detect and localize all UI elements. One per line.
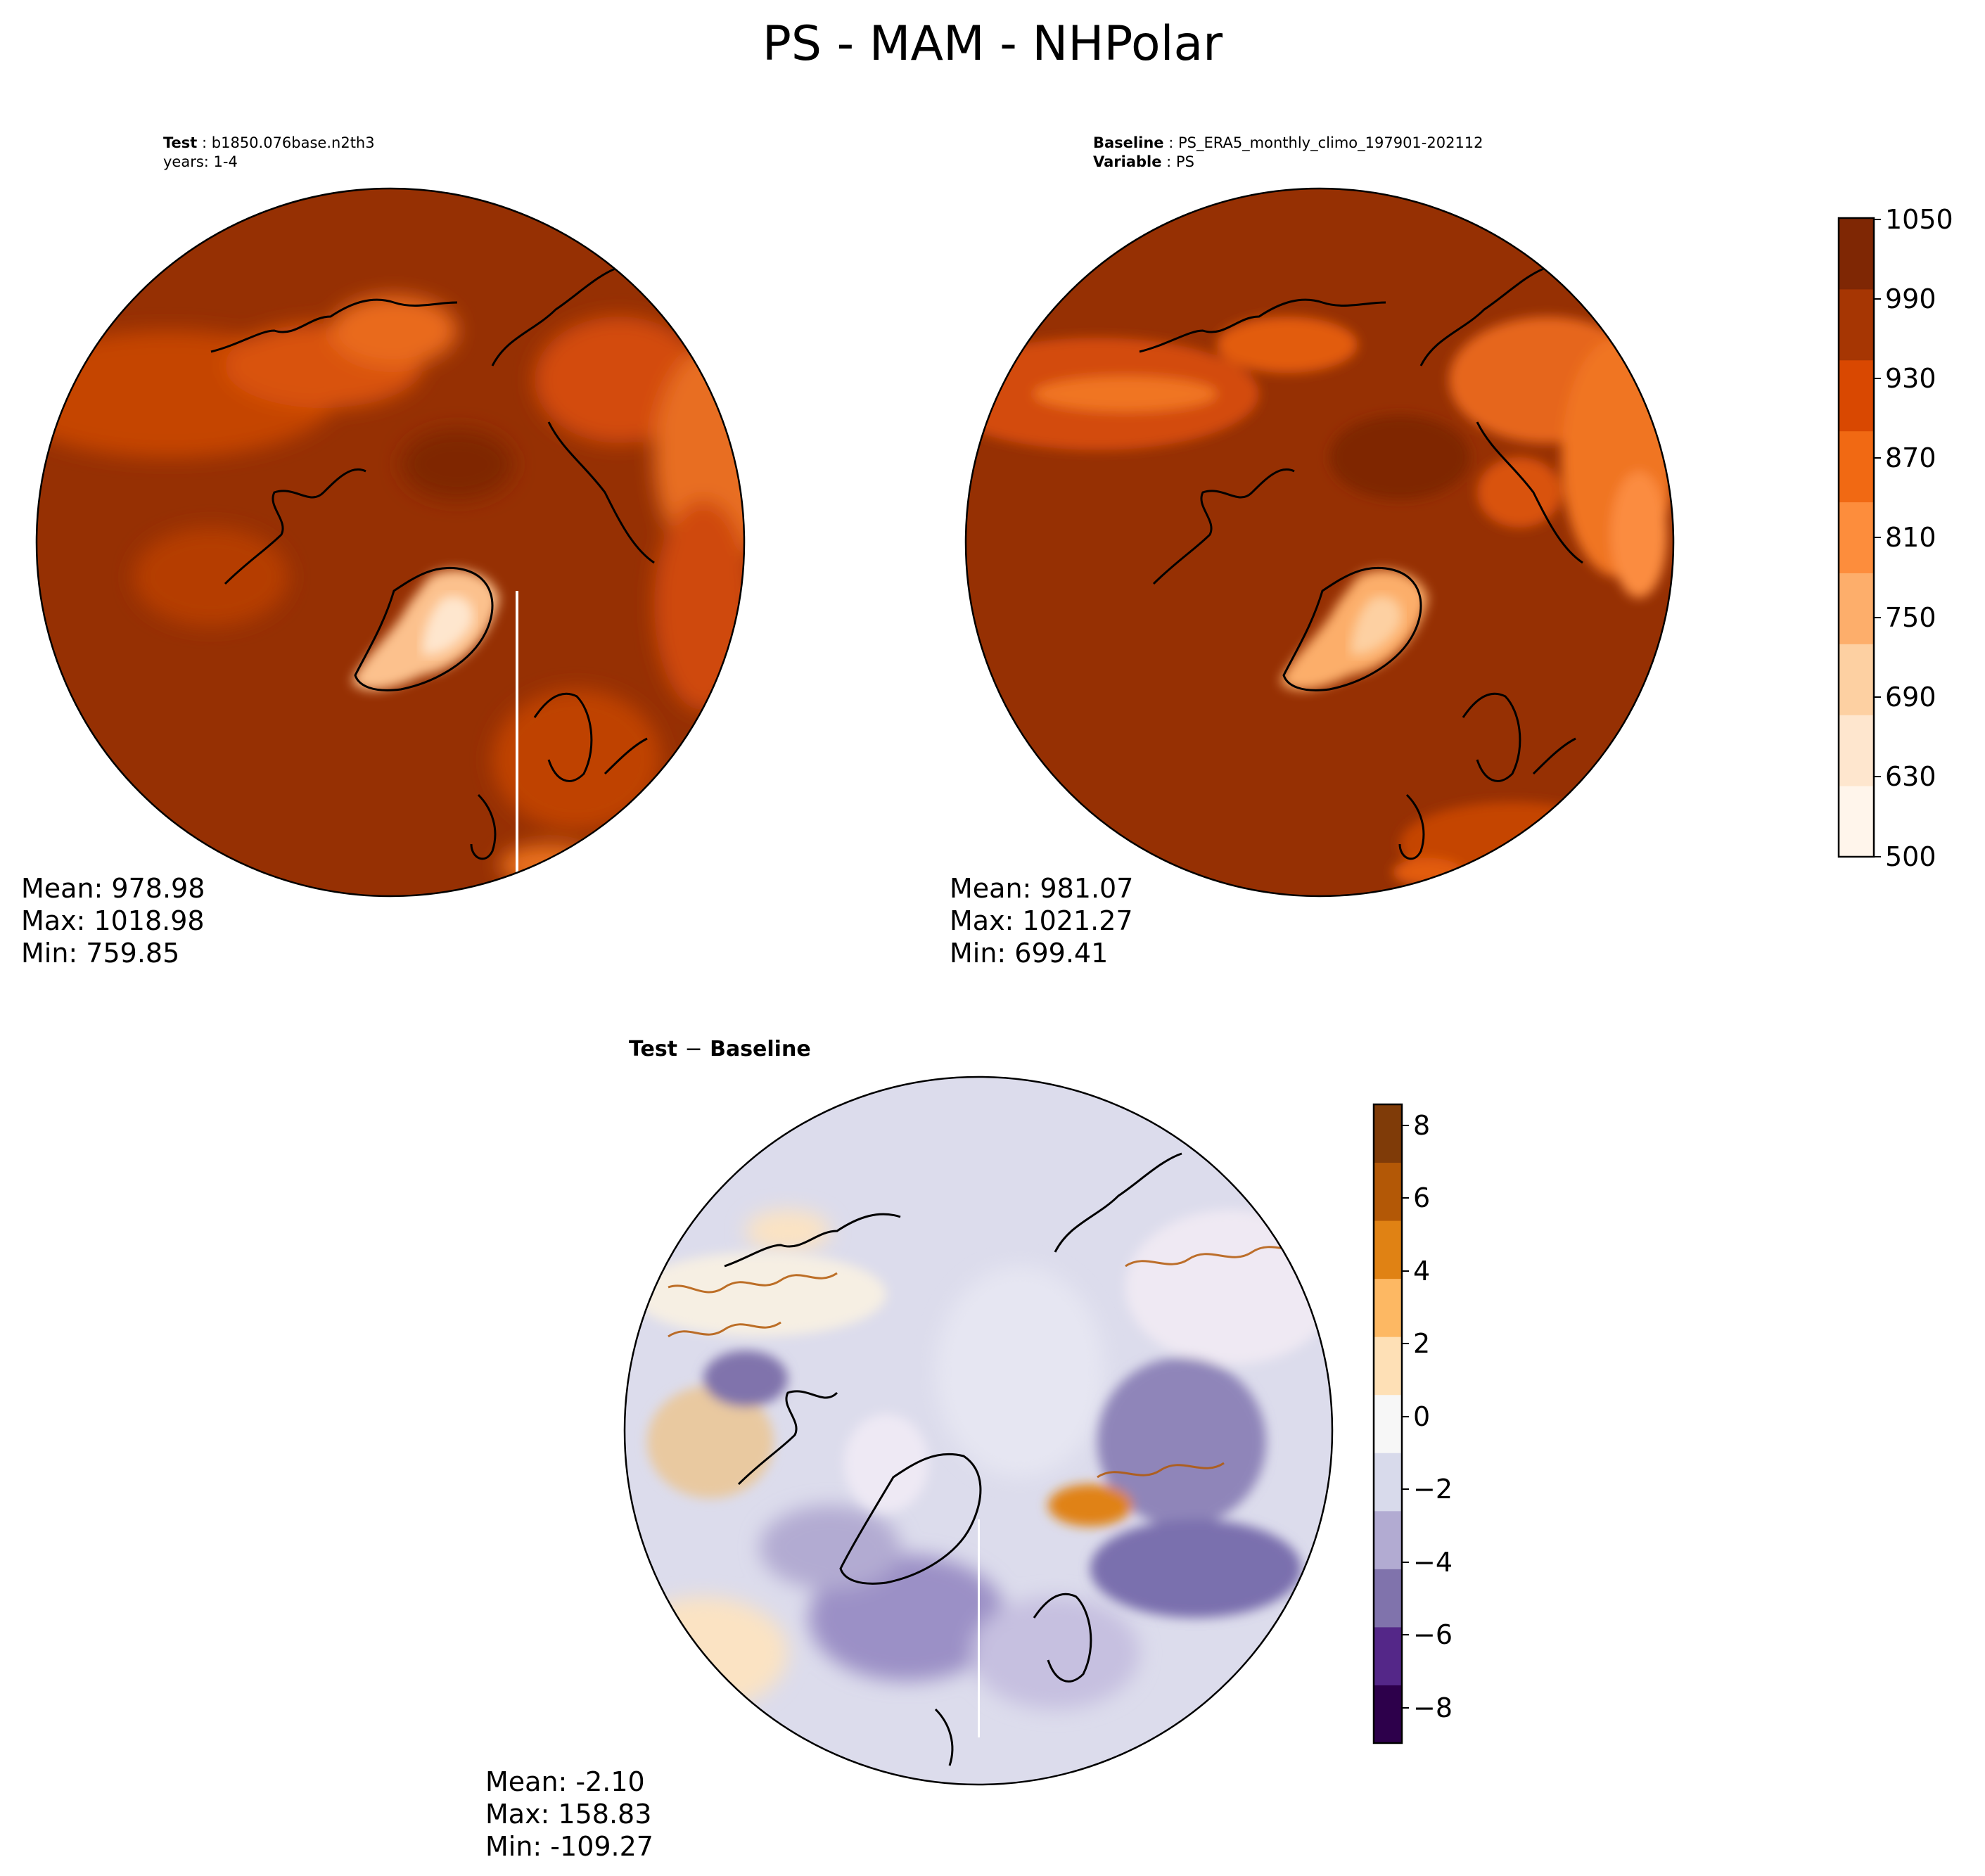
colorbar-tick-label: 630 [1885,761,1936,792]
colorbar-tick-label: 500 [1885,841,1936,872]
diff-max: Max: 158.83 [485,1799,652,1830]
colorbar-band [1374,1336,1402,1396]
colorbar-tick-label: 810 [1885,522,1936,553]
colorbar-tick-label: 690 [1885,682,1936,713]
colorbar-band [1839,715,1874,786]
colorbar-band [1839,218,1874,290]
baseline-mean: Mean: 981.07 [950,873,1134,904]
test-mean: Mean: 978.98 [21,873,205,904]
colorbar-band [1839,573,1874,644]
colorbar-tick-label: 0 [1413,1401,1431,1432]
colorbar-tick-label: −6 [1413,1619,1453,1650]
colorbar-band [1374,1626,1402,1685]
colorbar-tick-label: 750 [1885,602,1936,633]
colorbar-band [1839,359,1874,432]
colorbar-tick-label: 1050 [1885,204,1953,235]
variable-label: Variable [1093,153,1162,170]
figure-title: PS - MAM - NHPolar [762,16,1223,72]
baseline-min: Min: 699.41 [950,938,1109,969]
baseline-stats: Mean: 981.07 Max: 1021.27 Min: 699.41 [950,872,1133,969]
colorbar-tick-label: 990 [1885,283,1936,314]
colorbar-tick-label: 2 [1413,1328,1431,1359]
colorbar-band [1839,644,1874,715]
diff-map [623,1076,1334,1786]
colorbar-band [1839,288,1874,361]
main-colorbar [1837,217,1881,858]
baseline-case-name: PS_ERA5_monthly_climo_197901-202112 [1177,134,1483,151]
colorbar-tick-label: −4 [1413,1547,1453,1578]
colorbar-tick-label: −2 [1413,1474,1453,1505]
colorbar-tick-label: −8 [1413,1692,1453,1723]
diff-min: Min: -109.27 [485,1831,653,1862]
colorbar-band [1374,1569,1402,1628]
diff-panel-title: Test − Baseline [629,1037,811,1061]
colorbar-band [1374,1162,1402,1221]
colorbar-band [1374,1220,1402,1280]
colorbar-band [1839,430,1874,503]
test-case-name: b1850.076base.n2th3 [211,134,375,151]
baseline-label: Baseline [1093,134,1164,151]
baseline-map [964,187,1675,898]
colorbar-band [1374,1278,1402,1337]
colorbar-tick-label: 930 [1885,363,1936,394]
test-max: Max: 1018.98 [21,905,205,936]
test-years: years: 1-4 [163,153,238,170]
colorbar-band [1374,1685,1402,1744]
test-min: Min: 759.85 [21,938,180,969]
test-panel-header: Test : b1850.076base.n2th3 years: 1-4 [163,134,375,170]
colorbar-tick-label: 4 [1413,1256,1431,1287]
variable-name: PS [1175,153,1194,170]
colorbar-band [1374,1453,1402,1512]
colorbar-band [1374,1104,1402,1163]
colorbar-band [1374,1510,1402,1569]
baseline-panel-header: Baseline : PS_ERA5_monthly_climo_197901-… [1093,134,1483,170]
diff-stats: Mean: -2.10 Max: 158.83 Min: -109.27 [485,1766,653,1863]
colorbar-tick-label: 870 [1885,442,1936,473]
diff-mean: Mean: -2.10 [485,1766,645,1797]
test-stats: Mean: 978.98 Max: 1018.98 Min: 759.85 [21,872,205,969]
colorbar-band [1839,502,1874,573]
colorbar-band [1374,1394,1402,1453]
baseline-max: Max: 1021.27 [950,905,1133,936]
diff-colorbar [1372,1103,1409,1744]
colorbar-band [1839,786,1874,857]
test-label: Test [163,134,198,151]
colorbar-tick-label: 8 [1413,1110,1431,1141]
colorbar-tick-label: 6 [1413,1182,1431,1213]
test-map [35,187,746,898]
